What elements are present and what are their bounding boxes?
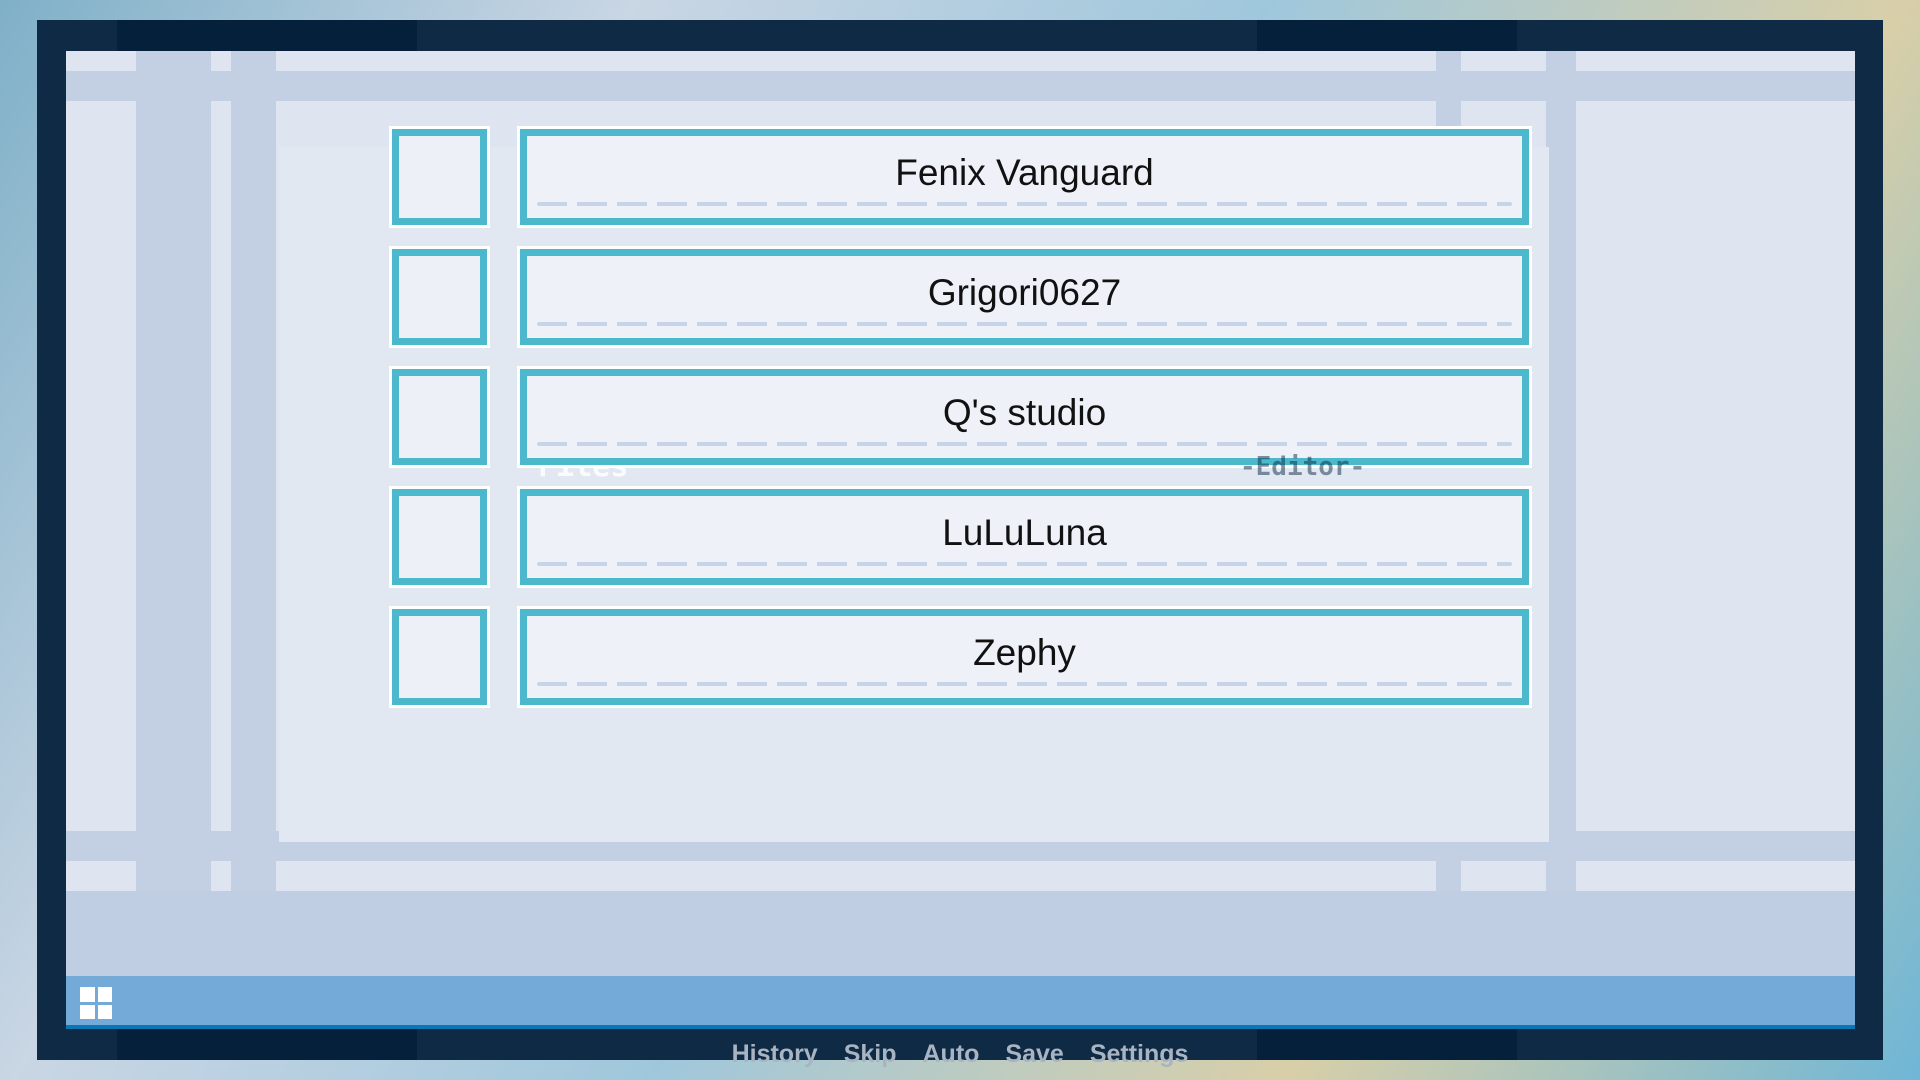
credit-name-box[interactable]: Zephy — [517, 606, 1532, 708]
credit-name: Zephy — [973, 632, 1076, 673]
credit-name-box[interactable]: Fenix Vanguard — [517, 126, 1532, 228]
grid-icon[interactable] — [80, 987, 112, 1019]
background-editor-label: -Editor- — [1240, 452, 1366, 482]
checkbox[interactable] — [389, 246, 490, 348]
settings-button[interactable]: Settings — [1089, 1040, 1189, 1068]
checkbox[interactable] — [389, 126, 490, 228]
credit-row: Grigori0627 — [389, 246, 1532, 348]
quick-menu: History Skip Auto Save Settings — [0, 1040, 1920, 1069]
credit-name-box[interactable]: Q's studio — [517, 366, 1532, 468]
credit-name: Q's studio — [942, 392, 1107, 433]
credit-name-box[interactable]: Grigori0627 — [517, 246, 1532, 348]
credit-name-box[interactable]: LuLuLuna — [517, 486, 1532, 588]
auto-button[interactable]: Auto — [922, 1040, 980, 1068]
checkbox[interactable] — [389, 606, 490, 708]
credit-row: Zephy — [389, 606, 1532, 708]
history-button[interactable]: History — [731, 1040, 818, 1068]
checkbox[interactable] — [389, 486, 490, 588]
bottom-bar — [66, 976, 1855, 1029]
credit-name: Fenix Vanguard — [895, 152, 1154, 193]
credit-name: LuLuLuna — [942, 512, 1107, 553]
save-button[interactable]: Save — [1005, 1040, 1064, 1068]
credit-row: LuLuLuna — [389, 486, 1532, 588]
credit-name: Grigori0627 — [927, 272, 1122, 313]
credit-row: Fenix Vanguard — [389, 126, 1532, 228]
credit-row: Q's studio — [389, 366, 1532, 468]
checkbox[interactable] — [389, 366, 490, 468]
skip-button[interactable]: Skip — [843, 1040, 897, 1068]
